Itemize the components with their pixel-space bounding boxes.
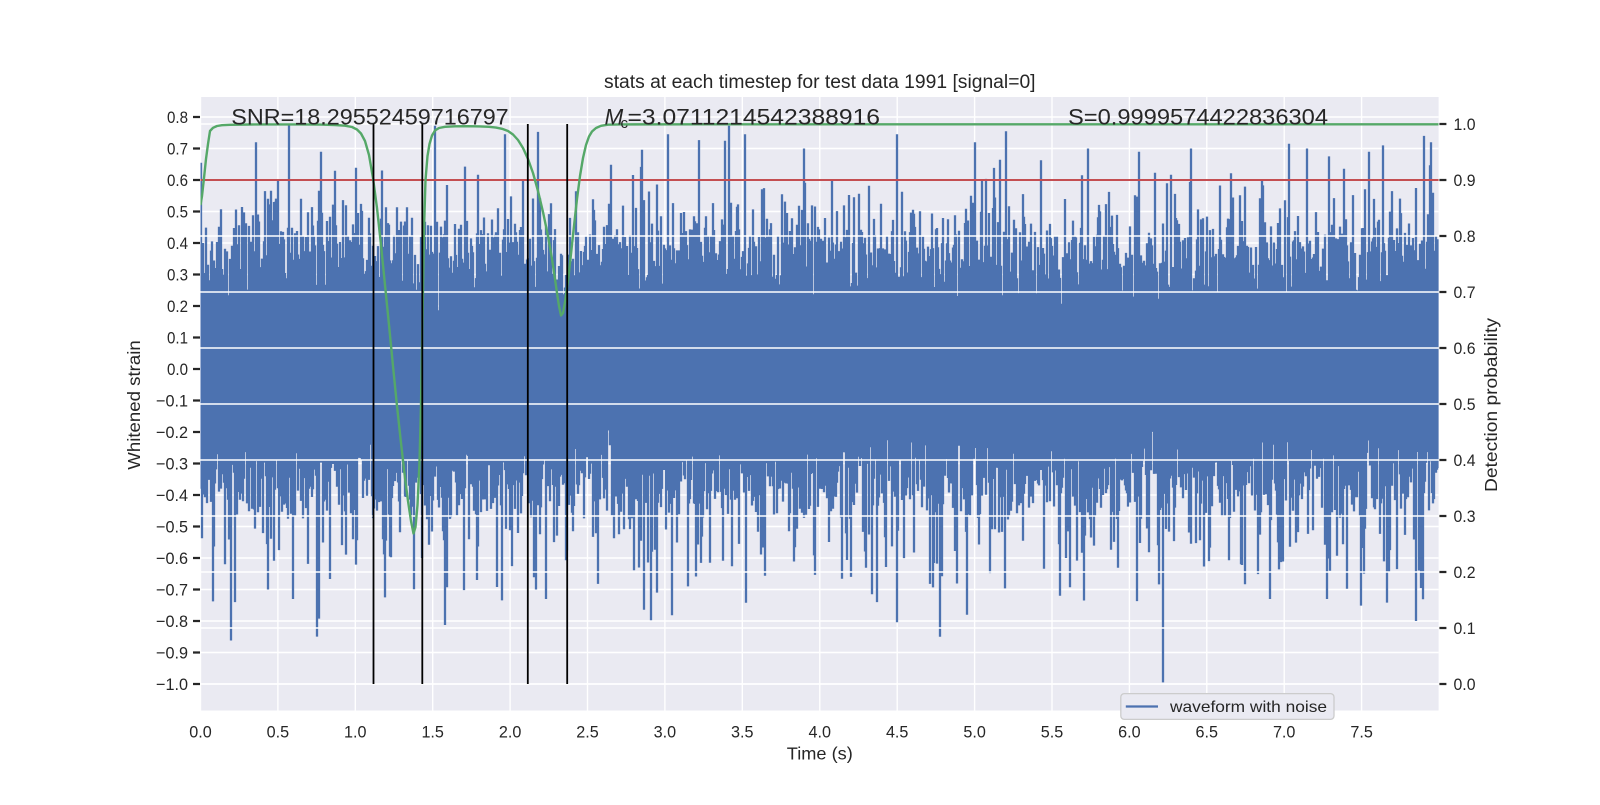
- svg-text:1.5: 1.5: [421, 722, 444, 741]
- svg-text:0.2: 0.2: [1454, 563, 1476, 582]
- svg-text:Time (s): Time (s): [787, 744, 853, 764]
- svg-text:4.5: 4.5: [886, 722, 909, 741]
- svg-text:5.0: 5.0: [963, 722, 986, 741]
- svg-text:S=0.9999574422836304: S=0.9999574422836304: [1068, 105, 1328, 130]
- svg-text:0.7: 0.7: [167, 140, 188, 159]
- svg-text:Whitened strain: Whitened strain: [124, 340, 144, 470]
- svg-text:waveform with noise: waveform with noise: [1169, 699, 1327, 716]
- svg-text:−0.1: −0.1: [156, 392, 188, 411]
- svg-text:0.0: 0.0: [1454, 675, 1476, 694]
- svg-text:−0.7: −0.7: [156, 581, 188, 600]
- svg-text:Detection probability: Detection probability: [1481, 318, 1501, 492]
- svg-text:1.0: 1.0: [344, 722, 367, 741]
- svg-text:1.0: 1.0: [1454, 115, 1476, 134]
- svg-text:4.0: 4.0: [809, 722, 832, 741]
- svg-text:0.8: 0.8: [1454, 227, 1476, 246]
- svg-text:M: M: [605, 105, 624, 130]
- svg-text:0.2: 0.2: [167, 297, 188, 316]
- svg-text:−0.4: −0.4: [156, 486, 188, 505]
- svg-text:7.0: 7.0: [1273, 722, 1296, 741]
- svg-text:−0.2: −0.2: [156, 423, 188, 442]
- svg-text:0.8: 0.8: [167, 108, 188, 127]
- svg-text:6.5: 6.5: [1196, 722, 1219, 741]
- svg-text:0.5: 0.5: [1454, 395, 1476, 414]
- svg-text:−0.8: −0.8: [156, 612, 188, 631]
- svg-text:stats at each timestep for tes: stats at each timestep for test data 199…: [604, 72, 1036, 93]
- svg-text:2.0: 2.0: [499, 722, 522, 741]
- svg-text:5.5: 5.5: [1041, 722, 1064, 741]
- svg-text:0.3: 0.3: [167, 266, 188, 285]
- svg-text:0.9: 0.9: [1454, 171, 1476, 190]
- svg-text:c: c: [621, 115, 629, 132]
- svg-text:0.6: 0.6: [1454, 339, 1476, 358]
- svg-text:−0.9: −0.9: [156, 644, 188, 663]
- svg-text:SNR=18.29552459716797: SNR=18.29552459716797: [231, 105, 508, 130]
- svg-text:−0.3: −0.3: [156, 455, 188, 474]
- svg-text:0.0: 0.0: [189, 722, 212, 741]
- svg-text:3.5: 3.5: [731, 722, 754, 741]
- svg-text:0.5: 0.5: [167, 203, 188, 222]
- svg-text:0.1: 0.1: [167, 329, 188, 348]
- svg-text:=3.0711214542388916: =3.0711214542388916: [628, 105, 881, 130]
- svg-text:0.3: 0.3: [1454, 507, 1476, 526]
- svg-text:−1.0: −1.0: [156, 675, 188, 694]
- svg-text:0.6: 0.6: [167, 171, 188, 190]
- svg-text:0.1: 0.1: [1454, 619, 1476, 638]
- svg-text:0.0: 0.0: [167, 360, 188, 379]
- svg-text:6.0: 6.0: [1118, 722, 1141, 741]
- svg-text:3.0: 3.0: [654, 722, 677, 741]
- svg-text:−0.5: −0.5: [156, 518, 188, 537]
- svg-text:2.5: 2.5: [576, 722, 599, 741]
- svg-text:0.4: 0.4: [167, 234, 188, 253]
- svg-text:0.7: 0.7: [1454, 283, 1476, 302]
- svg-text:7.5: 7.5: [1350, 722, 1373, 741]
- svg-text:0.4: 0.4: [1454, 451, 1476, 470]
- svg-text:0.5: 0.5: [267, 722, 290, 741]
- svg-text:−0.6: −0.6: [156, 549, 188, 568]
